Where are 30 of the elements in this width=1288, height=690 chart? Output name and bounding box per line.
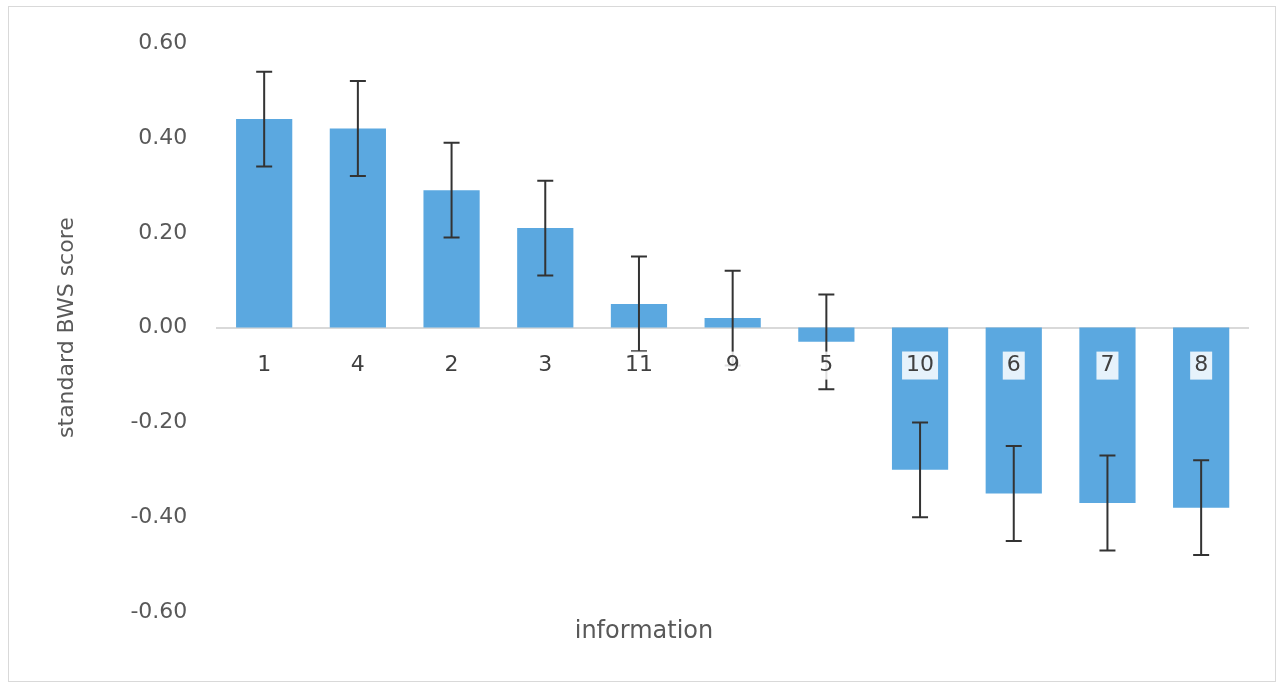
y-tick-label: -0.40 (130, 502, 188, 528)
x-axis-title: information (574, 616, 714, 644)
bar (985, 327, 1042, 494)
x-tick-label: 6 (1006, 351, 1021, 377)
x-tick-label: 8 (1194, 351, 1209, 377)
bar (1173, 327, 1230, 508)
y-axis-title: standard BWS score (52, 217, 78, 438)
bar (610, 303, 668, 328)
x-tick-label: 3 (538, 351, 553, 377)
bar (329, 128, 386, 328)
bar (423, 190, 480, 328)
bar (1079, 327, 1136, 503)
bar (517, 228, 574, 328)
y-tick-label: 0.00 (138, 313, 188, 339)
x-tick-label: 2 (444, 351, 459, 377)
y-tick-label: 0.20 (138, 218, 188, 244)
y-tick-label: 0.60 (138, 28, 188, 54)
x-tick-label: 10 (906, 351, 935, 377)
bar (798, 327, 855, 342)
x-tick-label: 1 (257, 351, 272, 377)
y-tick-label: 0.40 (138, 123, 188, 149)
y-tick-label: -0.20 (130, 408, 188, 434)
bar (236, 119, 293, 328)
x-tick-label: 4 (350, 351, 365, 377)
y-tick-label: -0.60 (130, 597, 188, 623)
x-tick-label: 7 (1100, 351, 1115, 377)
x-tick-label: 11 (624, 351, 653, 377)
x-tick-label: 5 (819, 351, 834, 377)
bar (704, 318, 761, 328)
x-tick-label: 9 (725, 351, 740, 377)
